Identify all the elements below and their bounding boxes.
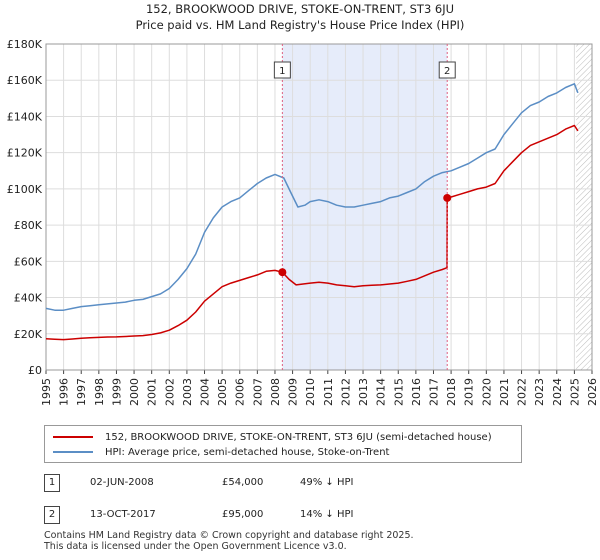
legend-item-property: 152, BROOKWOOD DRIVE, STOKE-ON-TRENT, ST… — [53, 430, 492, 444]
transaction-hpi: 14% ↓ HPI — [300, 509, 354, 520]
transaction-price: £95,000 — [222, 509, 264, 520]
x-tick-label: 2013 — [357, 378, 370, 406]
y-tick-label: £80K — [14, 219, 43, 232]
x-tick-label: 2018 — [445, 378, 458, 406]
chart-title-line2: Price paid vs. HM Land Registry's House … — [136, 18, 465, 32]
x-tick-label: 1995 — [40, 378, 53, 406]
sale-point — [443, 193, 452, 202]
x-tick-label: 2019 — [463, 378, 476, 406]
chart-legend: 152, BROOKWOOD DRIVE, STOKE-ON-TRENT, ST… — [44, 425, 522, 463]
chart-title-line1: 152, BROOKWOOD DRIVE, STOKE-ON-TRENT, ST… — [146, 2, 454, 16]
x-tick-label: 2017 — [427, 378, 440, 406]
x-tick-label: 2005 — [216, 378, 229, 406]
sale-label: 2 — [444, 66, 450, 77]
x-tick-label: 2004 — [199, 378, 212, 406]
x-tick-label: 2002 — [163, 378, 176, 406]
x-tick-label: 2001 — [146, 378, 159, 406]
x-tick-label: 1999 — [110, 378, 123, 406]
legend-label-hpi: HPI: Average price, semi-detached house,… — [105, 446, 390, 458]
y-tick-label: £140K — [7, 110, 43, 123]
footer-line2: This data is licensed under the Open Gov… — [44, 541, 347, 552]
plot-frame — [45, 43, 593, 371]
sale-point — [278, 268, 287, 277]
future-hatch-region — [576, 44, 592, 370]
x-tick-label: 2010 — [304, 378, 317, 406]
legend-swatch-hpi — [53, 451, 93, 453]
x-tick-label: 2006 — [234, 378, 247, 406]
x-tick-label: 2022 — [516, 378, 529, 406]
transaction-number: 2 — [44, 506, 60, 524]
legend-label-property: 152, BROOKWOOD DRIVE, STOKE-ON-TRENT, ST… — [105, 431, 492, 443]
x-tick-label: 2021 — [498, 378, 511, 406]
y-tick-label: £180K — [7, 38, 43, 51]
shaded-period — [282, 44, 448, 370]
footer-attribution: Contains HM Land Registry data © Crown c… — [44, 530, 414, 552]
transaction-hpi: 49% ↓ HPI — [300, 477, 354, 488]
sale-label-box — [273, 61, 291, 79]
x-tick-label: 2020 — [480, 378, 493, 406]
y-tick-label: £0 — [28, 364, 42, 377]
x-tick-label: 1996 — [58, 378, 71, 406]
price-chart: 152, BROOKWOOD DRIVE, STOKE-ON-TRENT, ST… — [7, 2, 599, 406]
legend-swatch-property — [53, 436, 93, 438]
y-tick-label: £40K — [14, 292, 43, 305]
transaction-date: 02-JUN-2008 — [90, 477, 154, 488]
x-tick-label: 2014 — [375, 378, 388, 406]
x-tick-label: 2000 — [128, 378, 141, 406]
x-tick-label: 1997 — [75, 378, 88, 406]
property-price-line — [45, 124, 579, 341]
x-tick-label: 2012 — [339, 378, 352, 406]
x-tick-label: 2011 — [322, 378, 335, 406]
transaction-date: 13-OCT-2017 — [90, 509, 156, 520]
sale-label-box — [438, 61, 456, 79]
y-tick-label: £160K — [7, 74, 43, 87]
transaction-number: 1 — [44, 474, 60, 492]
x-tick-label: 2026 — [586, 378, 599, 406]
y-tick-label: £120K — [7, 147, 43, 160]
x-tick-label: 2003 — [181, 378, 194, 406]
transaction-price: £54,000 — [222, 477, 264, 488]
sale-label: 1 — [279, 66, 285, 77]
legend-item-hpi: HPI: Average price, semi-detached house,… — [53, 445, 389, 459]
y-tick-label: £100K — [7, 183, 43, 196]
x-tick-label: 2024 — [551, 378, 564, 406]
x-tick-label: 1998 — [93, 378, 106, 406]
hpi-line — [45, 83, 579, 311]
x-tick-label: 2023 — [533, 378, 546, 406]
x-tick-label: 2007 — [251, 378, 264, 406]
y-tick-label: £60K — [14, 255, 43, 268]
x-tick-label: 2016 — [410, 378, 423, 406]
x-tick-label: 2015 — [392, 378, 405, 406]
footer-line1: Contains HM Land Registry data © Crown c… — [44, 530, 414, 541]
x-tick-label: 2025 — [568, 378, 581, 406]
x-tick-label: 2008 — [269, 378, 282, 406]
y-tick-label: £20K — [14, 328, 43, 341]
x-tick-label: 2009 — [287, 378, 300, 406]
